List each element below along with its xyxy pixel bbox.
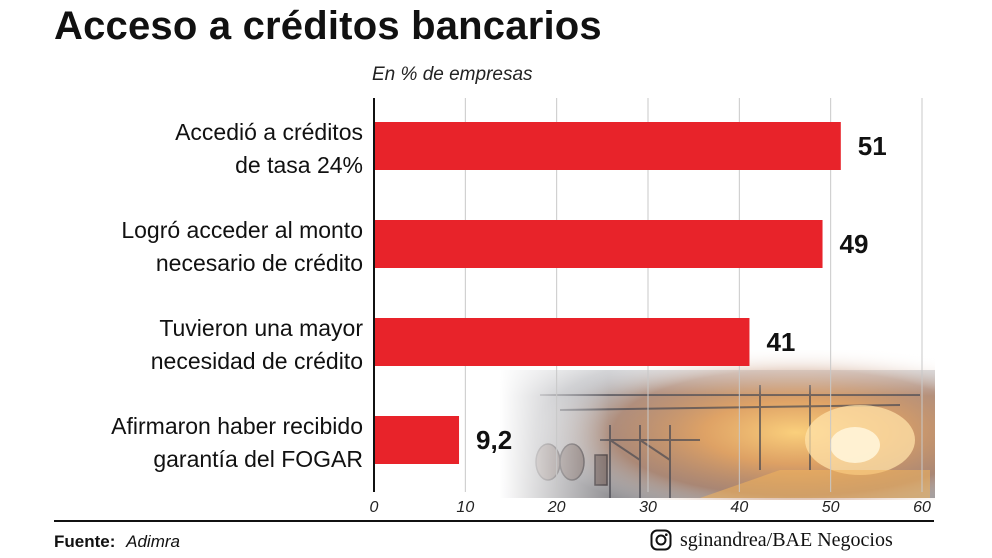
bar <box>375 220 823 268</box>
category-label: Accedió a créditos de tasa 24% <box>175 119 363 178</box>
x-tick-label: 60 <box>913 499 931 516</box>
bar <box>375 416 460 464</box>
chart-title: Acceso a créditos bancarios <box>54 4 602 48</box>
chart-subtitle: En % de empresas <box>372 64 533 85</box>
x-tick-label: 0 <box>370 499 379 516</box>
x-tick-label: 50 <box>822 499 840 516</box>
x-tick-label: 40 <box>730 499 748 516</box>
data-label: 51 <box>858 131 887 161</box>
source-value: Adimra <box>126 532 180 551</box>
x-tick-label: 10 <box>456 499 474 516</box>
category-label: Afirmaron haber recibido garantía del FOG… <box>111 413 363 472</box>
bar <box>375 318 750 366</box>
bar-chart: 51 49 41 9,2 Accedió a créditos de tasa 24% L… <box>111 98 935 516</box>
credit-line: sginandrea/BAE Negocios <box>650 527 893 553</box>
footer-divider <box>54 520 934 522</box>
data-label: 41 <box>766 327 795 357</box>
data-label: 9,2 <box>476 425 512 455</box>
x-tick-labels-group: 0 10 20 30 40 50 60 <box>370 499 931 516</box>
bars-group <box>375 122 841 464</box>
category-labels-group: Accedió a créditos de tasa 24% Logró acced… <box>111 119 363 472</box>
instagram-icon <box>650 529 672 551</box>
category-label: Logró acceder al monto necesario de crédi… <box>121 217 363 276</box>
value-labels-group: 51 49 41 9,2 <box>476 131 887 455</box>
steel-mill-photo <box>500 340 935 500</box>
category-label: Tuvieron una mayor necesidad de crédito <box>151 315 364 374</box>
bar <box>375 122 841 170</box>
x-tick-label: 30 <box>639 499 657 516</box>
data-label: 49 <box>840 229 869 259</box>
source-line: Fuente: Adimra <box>54 532 180 552</box>
x-tick-label: 20 <box>547 499 566 516</box>
credit-text: sginandrea/BAE Negocios <box>680 528 893 551</box>
source-label: Fuente: <box>54 532 116 551</box>
